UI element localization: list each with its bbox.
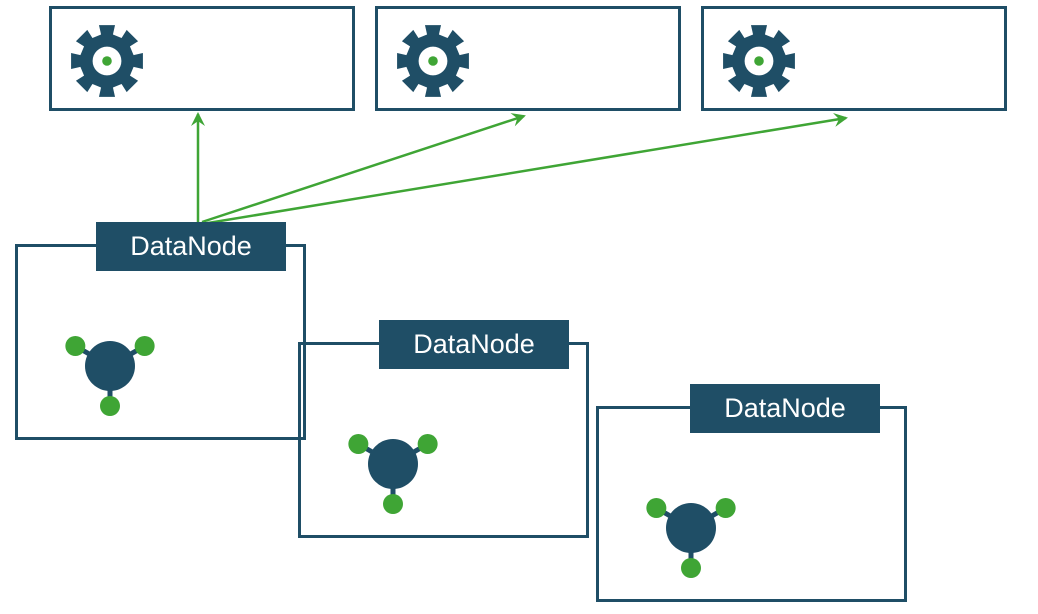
- service-box-2: [375, 6, 681, 111]
- datanode-label-3: DataNode: [690, 384, 880, 433]
- service-box-3: [701, 6, 1007, 111]
- datanode-label-1: DataNode: [96, 222, 286, 271]
- gear-icon: [719, 21, 799, 101]
- diagram-canvas: DataNode DataNode DataNode: [0, 0, 1038, 614]
- datanode-box-1: [15, 244, 306, 440]
- datanode-box-2: [298, 342, 589, 538]
- gear-icon: [67, 21, 147, 101]
- service-box-1: [49, 6, 355, 111]
- datanode-label-2: DataNode: [379, 320, 569, 369]
- datanode-box-3: [596, 406, 907, 602]
- gear-icon: [393, 21, 473, 101]
- arrow-3: [202, 118, 846, 224]
- arrow-2: [202, 116, 524, 222]
